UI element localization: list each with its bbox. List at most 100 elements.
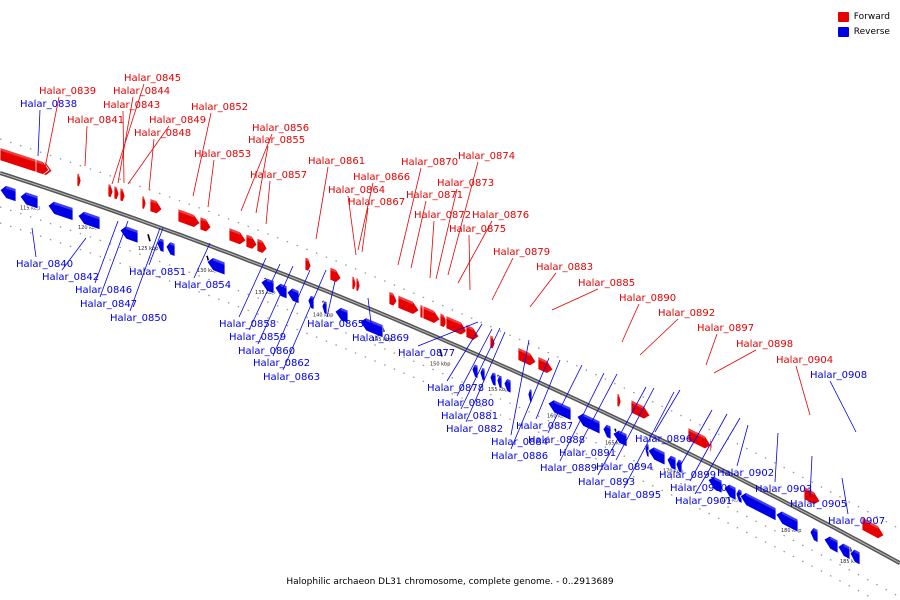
reverse-gene-label[interactable]: Halar_0894 [596, 462, 653, 473]
reverse-gene-label[interactable]: Halar_0846 [75, 285, 132, 296]
forward-gene[interactable] [517, 346, 537, 367]
forward-gene[interactable] [76, 172, 82, 188]
reverse-gene-label[interactable]: Halar_0854 [174, 280, 231, 291]
forward-gene-label[interactable]: Halar_0874 [458, 151, 515, 162]
reverse-gene[interactable] [723, 483, 737, 502]
reverse-gene[interactable] [274, 282, 288, 300]
reverse-gene[interactable] [675, 458, 683, 475]
reverse-gene[interactable] [576, 412, 601, 435]
forward-gene[interactable] [35, 158, 50, 176]
reverse-gene[interactable] [735, 488, 743, 505]
forward-gene-label[interactable]: Halar_0839 [39, 86, 96, 97]
forward-gene-label[interactable]: Halar_0873 [437, 178, 494, 189]
forward-gene-label[interactable]: Halar_0845 [124, 73, 181, 84]
reverse-gene[interactable] [321, 300, 328, 316]
forward-gene[interactable] [304, 256, 312, 272]
reverse-gene[interactable] [837, 542, 851, 561]
forward-gene[interactable] [861, 516, 885, 540]
reverse-gene[interactable] [503, 377, 512, 394]
forward-gene[interactable] [177, 208, 201, 228]
forward-gene-label[interactable]: Halar_0871 [406, 190, 463, 201]
reverse-gene[interactable] [644, 442, 650, 459]
reverse-gene-label[interactable]: Halar_0880 [437, 398, 494, 409]
reverse-gene[interactable] [602, 423, 612, 440]
forward-gene-label[interactable]: Halar_0855 [248, 135, 305, 146]
reverse-gene-label[interactable]: Halar_0882 [446, 424, 503, 435]
forward-gene[interactable] [465, 323, 480, 341]
reverse-gene-label[interactable]: Halar_0878 [427, 383, 484, 394]
reverse-gene-label[interactable]: Halar_0905 [790, 499, 847, 510]
reverse-gene-label[interactable]: Halar_0859 [229, 332, 286, 343]
forward-gene-label[interactable]: Halar_0892 [658, 308, 715, 319]
forward-gene-label[interactable]: Halar_0870 [401, 157, 458, 168]
forward-gene[interactable] [709, 437, 713, 453]
reverse-gene[interactable] [612, 429, 628, 448]
reverse-gene-label[interactable]: Halar_0869 [352, 333, 409, 344]
forward-gene-label[interactable]: Halar_0843 [103, 100, 160, 111]
forward-gene[interactable] [616, 392, 622, 408]
forward-gene-label[interactable]: Halar_0852 [191, 102, 248, 113]
reverse-gene-label[interactable]: Halar_0847 [80, 299, 137, 310]
reverse-gene[interactable] [77, 210, 101, 231]
forward-gene[interactable] [329, 266, 342, 283]
forward-gene[interactable] [422, 304, 441, 324]
forward-gene-label[interactable]: Halar_0890 [619, 293, 676, 304]
reverse-gene-label[interactable]: Halar_0886 [491, 451, 548, 462]
reverse-gene-label[interactable]: Halar_0888 [528, 435, 585, 446]
reverse-gene-label[interactable]: Halar_0877 [398, 348, 455, 359]
forward-gene[interactable] [256, 237, 268, 254]
reverse-gene-label[interactable]: Halar_0902 [717, 468, 774, 479]
forward-gene-label[interactable]: Halar_0875 [449, 224, 506, 235]
reverse-gene[interactable] [260, 277, 275, 295]
reverse-gene-label[interactable]: Halar_0858 [219, 319, 276, 330]
reverse-gene-label[interactable]: Halar_0851 [129, 267, 186, 278]
forward-gene[interactable] [355, 277, 361, 293]
reverse-gene-label[interactable]: Halar_0891 [559, 448, 616, 459]
reverse-gene[interactable] [0, 184, 17, 203]
reverse-gene-label[interactable]: Halar_0860 [238, 346, 295, 357]
forward-gene[interactable] [141, 195, 147, 210]
reverse-gene-label[interactable]: Halar_0895 [604, 490, 661, 501]
forward-gene-label[interactable]: Halar_0866 [353, 172, 410, 183]
forward-gene[interactable] [228, 227, 247, 246]
reverse-gene-label[interactable]: Halar_0865 [307, 319, 364, 330]
reverse-gene-label[interactable]: Halar_0901 [675, 496, 732, 507]
reverse-gene[interactable] [496, 374, 503, 390]
forward-gene-label[interactable]: Halar_0898 [736, 339, 793, 350]
reverse-gene-label[interactable]: Halar_0884 [491, 437, 548, 448]
reverse-gene-label[interactable]: Halar_0889 [540, 463, 597, 474]
reverse-gene[interactable] [489, 371, 497, 388]
forward-gene[interactable] [149, 197, 163, 215]
forward-gene-label[interactable]: Halar_0897 [697, 323, 754, 334]
reverse-gene[interactable] [775, 510, 799, 533]
forward-gene-label[interactable]: Halar_0883 [536, 262, 593, 273]
reverse-gene-label[interactable]: Halar_0840 [16, 259, 73, 270]
reverse-gene-label[interactable]: Halar_0863 [263, 372, 320, 383]
reverse-gene[interactable] [823, 535, 839, 554]
reverse-gene[interactable] [809, 526, 819, 544]
reverse-gene[interactable] [19, 191, 39, 210]
forward-gene[interactable] [119, 187, 126, 203]
forward-gene-label[interactable]: Halar_0867 [348, 197, 405, 208]
forward-gene-label[interactable]: Halar_0876 [472, 210, 529, 221]
reverse-gene-label[interactable]: Halar_0899 [659, 470, 716, 481]
forward-gene-label[interactable]: Halar_0853 [194, 149, 251, 160]
reverse-gene[interactable] [739, 492, 777, 522]
forward-gene[interactable] [397, 294, 420, 315]
forward-gene-label[interactable]: Halar_0861 [308, 156, 365, 167]
reverse-gene-label[interactable]: Halar_0908 [810, 370, 867, 381]
forward-gene-label[interactable]: Halar_0857 [250, 170, 307, 181]
reverse-gene-label[interactable]: Halar_0887 [516, 421, 573, 432]
reverse-gene-label[interactable]: Halar_0850 [110, 313, 167, 324]
forward-gene-label[interactable]: Halar_0841 [67, 115, 124, 126]
forward-gene[interactable] [107, 183, 114, 199]
forward-gene[interactable] [630, 399, 651, 420]
reverse-gene[interactable] [165, 241, 176, 258]
reverse-gene-label[interactable]: Halar_0896 [635, 434, 692, 445]
reverse-gene[interactable] [307, 294, 315, 311]
forward-gene[interactable] [439, 312, 448, 329]
reverse-gene-label[interactable]: Halar_0842 [42, 272, 99, 283]
forward-gene[interactable] [445, 314, 468, 336]
forward-gene-label[interactable]: Halar_0864 [328, 185, 385, 196]
forward-gene-label[interactable]: Halar_0872 [414, 210, 471, 221]
